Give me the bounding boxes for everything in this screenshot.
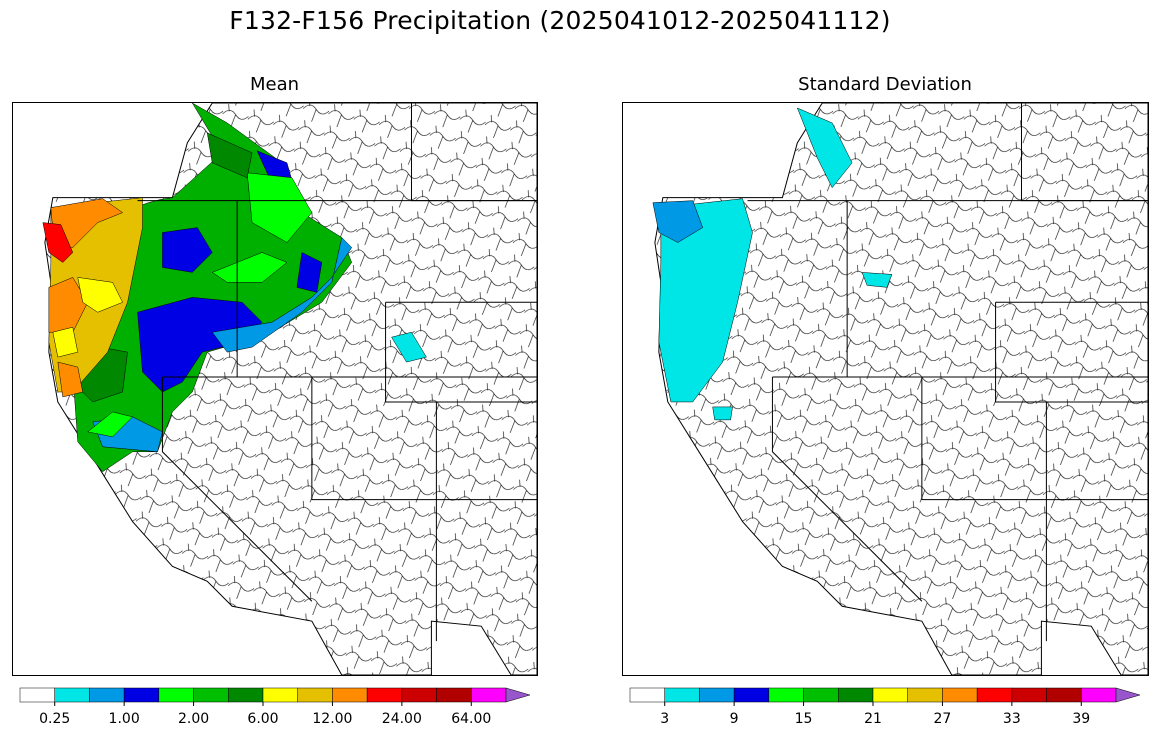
std-colorbar-svg [629,687,1141,706]
colorbar-segment [1046,687,1082,703]
colorbar-tick-label: 64.00 [451,711,492,727]
mean-borders [137,103,537,642]
colorbar-segment [803,687,839,703]
mean-colorbar [19,687,531,706]
colorbar-segment [907,687,943,703]
colorbar-segment [54,687,90,703]
std-map-canvas [652,103,1148,675]
colorbar-tick-label: 6.00 [247,711,279,727]
colorbar-segment [942,687,978,703]
colorbar-tick-label: 27 [933,711,952,727]
mean-precip-fill [42,103,427,473]
colorbar-tick-label: 15 [794,711,813,727]
colorbar-tick-label: 3 [660,711,670,727]
std-colorbar [629,687,1141,706]
colorbar-tick-label: 39 [1072,711,1091,727]
colorbar-segment [699,687,735,703]
std-fill [652,107,893,421]
std-map [622,102,1149,676]
colorbar-tick-label: 1.00 [108,711,140,727]
colorbar-segment [1081,687,1117,703]
colorbar-segment [89,687,125,703]
colorbar-tick-label: 33 [1002,711,1021,727]
colorbar-segment [471,687,507,703]
mean-map [12,102,538,676]
colorbar-tick-label: 9 [729,711,739,727]
mean-colorbar-svg [19,687,531,706]
colorbar-segment [838,687,874,703]
colorbar-segment [158,687,194,703]
colorbar-segment [1011,687,1047,703]
std-borders [747,103,1148,642]
figure-title: F132-F156 Precipitation (2025041012-2025… [229,6,891,35]
colorbar-segment [262,687,298,703]
colorbar-segment [401,687,437,703]
colorbar-segment [664,687,700,703]
colorbar-segment [123,687,160,703]
std-panel-title: Standard Deviation [798,74,972,95]
colorbar-segment [193,687,229,703]
colorbar-segment [872,687,908,703]
colorbar-segment [366,687,403,703]
colorbar-tick-label: 21 [864,711,882,727]
colorbar-extend-arrow [1115,687,1141,703]
colorbar-segment [332,687,368,703]
colorbar-tick-label: 0.25 [39,711,71,727]
colorbar-segment [297,687,333,703]
mean-map-canvas [42,103,537,675]
land-outline [654,103,1148,675]
colorbar-segment [629,687,665,703]
colorbar-tick-label: 24.00 [381,711,422,727]
colorbar-segment [228,687,264,703]
colorbar-segment [768,687,804,703]
colorbar-extend-arrow [505,687,531,703]
colorbar-segment [733,687,770,703]
mean-panel-title: Mean [249,74,300,95]
colorbar-tick-label: 12.00 [312,711,353,727]
colorbar-segment [19,687,55,703]
colorbar-segment [436,687,472,703]
colorbar-segment [976,687,1013,703]
colorbar-tick-label: 2.00 [177,711,210,727]
